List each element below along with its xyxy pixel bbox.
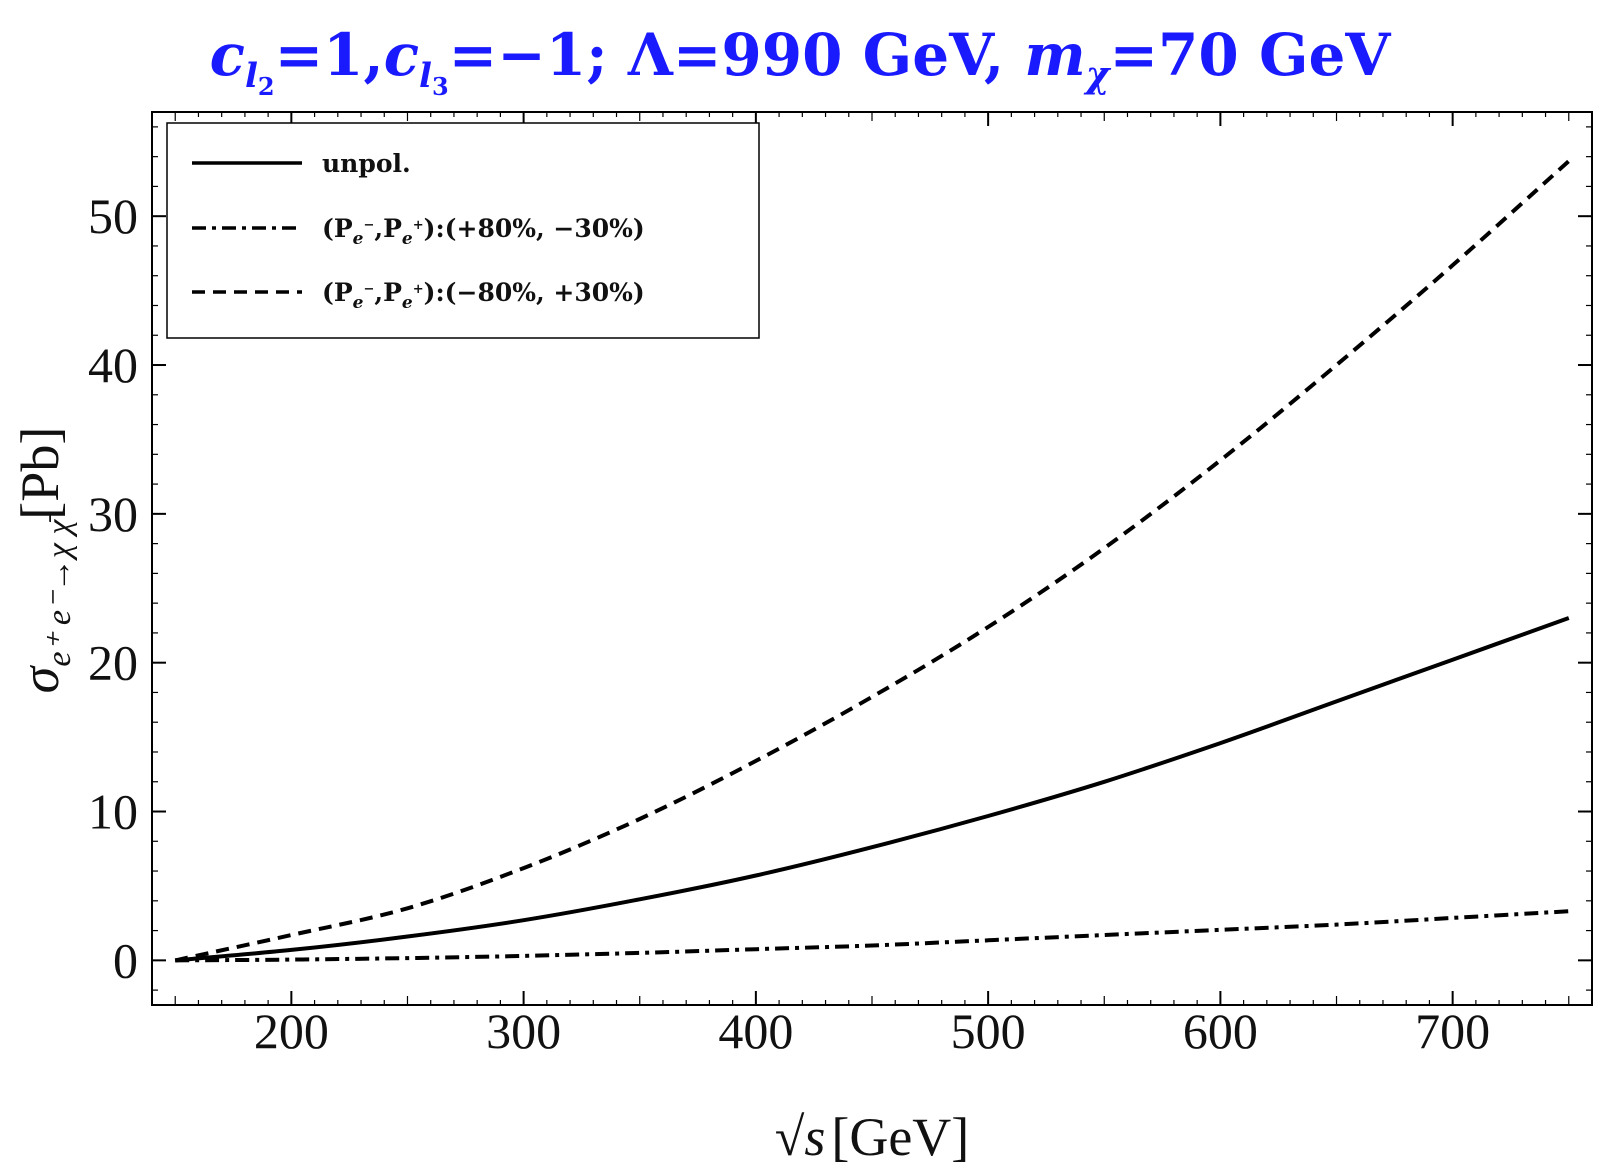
axis-ticks: [152, 112, 1592, 1005]
y-tick-label: 10: [88, 784, 138, 840]
legend-label-pol-plus: (Pe−,Pe+):(+80%, −30%): [322, 214, 645, 249]
x-tick-label: 600: [1183, 1003, 1258, 1059]
x-tick-label: 500: [951, 1003, 1026, 1059]
tick-labels: 200 300 400 500 600 700 0 10 20 30 40 50: [88, 188, 1490, 1059]
series-line-dashdot: [175, 909, 1569, 963]
x-tick-label: 400: [718, 1003, 793, 1059]
x-tick-label: 700: [1415, 1003, 1490, 1059]
y-tick-label: 50: [88, 188, 138, 244]
x-axis-label: √s [GeV]: [775, 1107, 970, 1164]
x-tick-label: 300: [486, 1003, 561, 1059]
series-line-dashed: [174, 159, 1571, 963]
series-line-solid: [175, 616, 1570, 963]
x-tick-label: 200: [254, 1003, 329, 1059]
legend: unpol. (Pe−,Pe+):(+80%, −30%) (Pe−,Pe+):…: [166, 122, 760, 339]
y-tick-label: 20: [88, 635, 138, 691]
legend-label-pol-minus: (Pe−,Pe+):(−80%, +30%): [322, 278, 645, 313]
y-axis-label: σe⁺ e⁻→χ χ̄[Pb]: [10, 427, 78, 694]
y-tick-label: 30: [88, 486, 138, 542]
legend-label-unpol: unpol.: [322, 149, 411, 178]
legend-box: [166, 122, 760, 339]
chart-title: cl2=1,cl3=−1; Λ=990 GeV, mχ=70 GeV: [210, 21, 1392, 101]
series-lines: [174, 159, 1571, 963]
y-tick-label: 0: [113, 932, 138, 988]
y-tick-label: 40: [88, 337, 138, 393]
